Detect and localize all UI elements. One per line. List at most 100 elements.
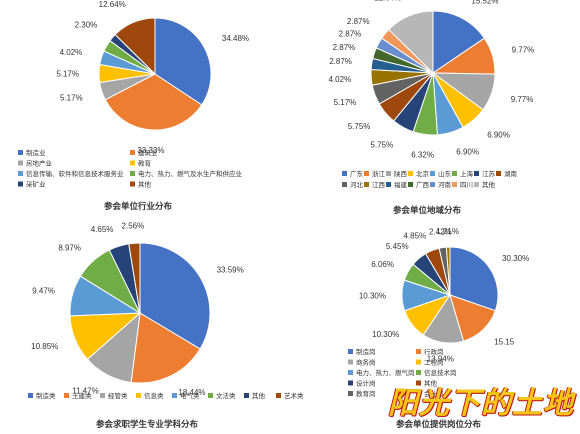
chart-region: 15.52% 9.77% 9.77% 6.90% 6.90% 6.32% 5.75% 5.75… bbox=[290, 0, 580, 217]
legend-swatch-discipline-7 bbox=[276, 393, 281, 398]
legend-label-region-3: 北京 bbox=[416, 169, 430, 178]
slice-label-discipline-4: 9.47% bbox=[32, 287, 55, 296]
legend-swatch-region-8 bbox=[342, 182, 347, 187]
pie-chart-jobs: 30.30% 15.15 13.94% 10.30% 10.30% 6.06% 5.45%4… bbox=[348, 227, 529, 398]
slice-label-region-3: 6.90% bbox=[487, 131, 510, 140]
chart-jobs: 30.30% 15.15 13.94% 10.30% 10.30% 6.06% 5.45% 4… bbox=[290, 217, 580, 434]
legend-swatch-region-13 bbox=[452, 182, 457, 187]
legend-label-industry-1: 建筑业 bbox=[138, 148, 158, 157]
legend-swatch-jobs-1 bbox=[416, 349, 421, 354]
slice-label-discipline-0: 33.59% bbox=[217, 266, 244, 275]
pie-slice-region-0 bbox=[432, 10, 486, 74]
legend-label-discipline-5: 文法类 bbox=[216, 391, 236, 400]
legend-label-jobs-7: 其他 bbox=[424, 379, 438, 388]
pie-slice-region-14 bbox=[388, 10, 434, 75]
pie-chart-industry: 34.48% 33.33% 5.17% 5.17% 4.02% 2.30% 12.64% 制造… bbox=[18, 0, 249, 189]
legend-label-discipline-2: 经管类 bbox=[108, 391, 128, 400]
pie-slice-industry-7 bbox=[114, 17, 156, 76]
legend-label-jobs-4: 电力、热力、燃气岗 bbox=[356, 368, 415, 377]
legend-label-discipline-6: 其他 bbox=[252, 391, 266, 400]
legend-swatch-discipline-2 bbox=[100, 393, 105, 398]
legend-swatch-region-0 bbox=[342, 171, 347, 176]
slice-label-region-4: 6.90% bbox=[456, 148, 479, 157]
legend-swatch-discipline-4 bbox=[172, 393, 177, 398]
legend-label-industry-7: 其他 bbox=[138, 180, 152, 189]
legend-swatch-discipline-1 bbox=[64, 393, 69, 398]
slice-label-jobs-4: 10.30% bbox=[359, 292, 386, 301]
legend-swatch-discipline-5 bbox=[208, 393, 213, 398]
legend-swatch-jobs-0 bbox=[348, 349, 353, 354]
slice-label-discipline-1: 18.44% bbox=[178, 388, 205, 397]
legend-label-region-12: 河南 bbox=[438, 180, 452, 189]
legend-label-region-2: 陕西 bbox=[394, 169, 408, 178]
caption-discipline: 参会求职学生专业学科分布 bbox=[96, 420, 199, 430]
legend-label-region-7: 湖南 bbox=[504, 169, 518, 178]
legend-swatch-jobs-5 bbox=[416, 370, 421, 375]
legend-swatch-region-3 bbox=[408, 171, 413, 176]
caption-region: 参会单位地域分布 bbox=[393, 206, 462, 216]
legend-swatch-discipline-6 bbox=[244, 393, 249, 398]
slice-label-region-0: 15.52% bbox=[471, 0, 498, 6]
slice-label-jobs-6: 5.45% bbox=[386, 242, 409, 251]
legend-swatch-jobs-3 bbox=[416, 359, 421, 365]
legend-label-discipline-7: 艺术类 bbox=[284, 391, 304, 400]
legend-label-jobs-5: 信息技术岗 bbox=[424, 368, 457, 377]
slice-label-industry-4: 4.02% bbox=[60, 48, 83, 57]
slice-label-discipline-3: 10.85% bbox=[31, 342, 58, 351]
legend-swatch-region-6 bbox=[474, 171, 479, 176]
legend-swatch-region-11 bbox=[408, 182, 413, 187]
legend-swatch-discipline-0 bbox=[28, 393, 33, 398]
legend-label-jobs-2: 商务岗 bbox=[356, 358, 376, 367]
slice-label-region-1: 9.77% bbox=[512, 46, 535, 55]
legend-swatch-discipline-3 bbox=[136, 393, 141, 398]
pie-slice-jobs-9 bbox=[445, 246, 451, 296]
slice-label-industry-3: 5.17% bbox=[56, 69, 79, 78]
legend-label-jobs-1: 行政岗 bbox=[424, 347, 444, 356]
pie-slice-discipline-0 bbox=[139, 242, 211, 350]
legend-label-region-11: 广西 bbox=[416, 180, 430, 189]
chart-discipline: 33.59% 18.44% 11.47% 10.85% 9.47% 8.97% 4.65% 2… bbox=[0, 217, 304, 434]
legend-swatch-region-10 bbox=[386, 182, 391, 187]
legend-swatch-industry-7 bbox=[130, 181, 135, 187]
slice-label-region-8: 5.17% bbox=[334, 98, 357, 107]
slice-label-jobs-8: 2.42% bbox=[429, 228, 452, 237]
legend-label-jobs-6: 设计岗 bbox=[356, 379, 376, 388]
slice-label-jobs-3: 10.30% bbox=[372, 330, 399, 339]
legend-label-industry-0: 制造业 bbox=[26, 148, 46, 157]
legend-swatch-jobs-2 bbox=[348, 359, 353, 365]
legend-label-region-1: 浙江 bbox=[372, 169, 386, 178]
slice-label-region-10: 2.87% bbox=[329, 57, 352, 66]
slice-label-industry-2: 5.17% bbox=[60, 94, 83, 103]
legend-swatch-jobs-4 bbox=[348, 370, 353, 375]
pie-slice-discipline-7 bbox=[128, 242, 141, 314]
legend-label-discipline-3: 信息类 bbox=[144, 391, 164, 400]
slice-label-region-6: 5.75% bbox=[371, 141, 394, 150]
legend-swatch-industry-1 bbox=[130, 150, 135, 155]
slice-label-region-7: 5.75% bbox=[348, 122, 371, 131]
legend-swatch-region-1 bbox=[364, 171, 369, 176]
legend-label-region-13: 四川 bbox=[460, 181, 473, 189]
legend-label-jobs-3: 工程岗 bbox=[424, 358, 444, 367]
legend-label-discipline-1: 土建类 bbox=[72, 391, 92, 400]
slice-label-jobs-9: 1.21% bbox=[436, 227, 459, 236]
slice-label-industry-1: 33.33% bbox=[137, 146, 164, 155]
slice-label-region-2: 9.77% bbox=[511, 95, 534, 104]
pie-chart-discipline: 33.59% 18.44% 11.47% 10.85% 9.47% 8.97% 4.65% 2… bbox=[28, 221, 304, 400]
legend-label-industry-3: 教育 bbox=[138, 159, 152, 168]
pie-slice-jobs-0 bbox=[449, 246, 499, 312]
legend-label-industry-2: 房地产业 bbox=[26, 159, 53, 168]
slice-label-region-14: 12.64% bbox=[374, 0, 401, 2]
legend-label-discipline-0: 制造类 bbox=[36, 391, 56, 400]
legend-swatch-industry-2 bbox=[18, 160, 23, 166]
legend-label-region-14: 其他 bbox=[482, 180, 496, 189]
slice-label-discipline-7: 2.56% bbox=[122, 221, 145, 230]
legend-swatch-industry-4 bbox=[18, 171, 23, 176]
slice-label-jobs-1: 15.15 bbox=[494, 337, 515, 346]
slice-label-region-11: 2.87% bbox=[333, 43, 356, 52]
pie-slice-industry-1 bbox=[104, 73, 203, 131]
slice-label-jobs-7: 4.85% bbox=[404, 232, 427, 241]
legend-swatch-jobs-7 bbox=[416, 380, 421, 386]
legend-swatch-jobs-8 bbox=[348, 391, 353, 396]
legend-swatch-jobs-6 bbox=[348, 380, 353, 386]
caption-industry: 参会单位行业分布 bbox=[104, 202, 173, 212]
